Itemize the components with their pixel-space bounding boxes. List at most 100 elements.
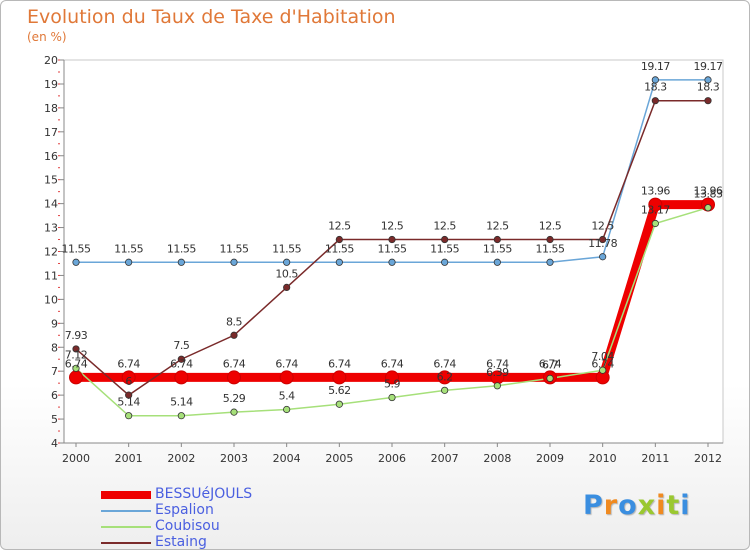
data-label: 11.55 — [430, 242, 459, 255]
data-label: 6.74 — [328, 357, 351, 370]
y-tick-label: 6 — [51, 389, 58, 402]
data-label: 11.55 — [536, 242, 565, 255]
data-point — [704, 204, 712, 212]
data-label: 11.55 — [167, 242, 196, 255]
data-label: 6.7 — [542, 358, 558, 371]
logo-letter: o — [618, 490, 638, 521]
data-point — [279, 370, 294, 385]
data-label: 13.96 — [641, 185, 670, 198]
data-point — [546, 374, 554, 382]
data-point — [72, 364, 80, 372]
legend-swatch — [101, 491, 151, 499]
data-point — [388, 393, 396, 402]
data-point — [651, 219, 659, 228]
data-label: 7.12 — [65, 348, 88, 361]
legend-swatch — [101, 542, 151, 544]
data-label: 13.83 — [694, 188, 723, 201]
data-label: 12.5 — [591, 220, 614, 233]
data-point — [704, 97, 712, 105]
data-label: 6.74 — [170, 357, 193, 370]
data-point — [72, 258, 80, 266]
data-label: 18.3 — [697, 81, 720, 94]
data-label: 7.04 — [591, 350, 614, 363]
x-tick-label: 2005 — [325, 452, 353, 465]
data-point — [177, 412, 185, 420]
data-point — [121, 370, 136, 385]
data-point — [230, 331, 238, 339]
data-point — [648, 197, 663, 212]
data-label: 7.93 — [65, 329, 88, 342]
data-label: 5.9 — [384, 378, 400, 391]
data-point — [599, 253, 607, 261]
legend-swatch — [101, 526, 151, 528]
data-label: 12.5 — [433, 220, 456, 233]
data-point — [125, 391, 133, 399]
data-label: 12.5 — [381, 220, 404, 233]
y-tick-label: 18 — [44, 102, 58, 115]
data-label: 11.55 — [114, 242, 143, 255]
data-point — [72, 345, 80, 353]
x-tick-label: 2003 — [220, 452, 248, 465]
data-label: 7.5 — [173, 339, 189, 352]
data-point — [388, 258, 396, 266]
x-tick-label: 2012 — [694, 452, 722, 465]
data-label: 5.62 — [328, 384, 351, 397]
data-point — [493, 235, 501, 244]
data-point — [69, 370, 83, 385]
data-label: 6.74 — [591, 357, 614, 370]
data-label: 10.5 — [275, 267, 298, 280]
data-label: 12.5 — [539, 220, 562, 233]
data-label: 5.29 — [223, 392, 246, 405]
data-point — [230, 408, 238, 416]
legend-label: Estaing — [155, 534, 207, 550]
data-label: 5.4 — [279, 389, 295, 402]
data-label: 11.78 — [588, 237, 617, 250]
data-point — [441, 386, 449, 394]
y-tick-label: 20 — [44, 54, 58, 67]
data-point — [441, 258, 449, 266]
logo-letter: r — [603, 490, 619, 521]
logo-letter: t — [666, 490, 681, 521]
data-label: 6.2 — [437, 370, 453, 383]
data-point — [651, 76, 659, 84]
data-label: 11.55 — [483, 242, 512, 255]
data-label: 6 — [125, 375, 132, 388]
logo-letter: i — [680, 490, 691, 521]
data-point — [388, 235, 396, 244]
y-tick-label: 16 — [44, 150, 58, 163]
y-tick-label: 12 — [44, 246, 58, 259]
data-point — [125, 258, 133, 266]
data-label: 12.5 — [328, 220, 351, 233]
data-label: 19.17 — [641, 60, 670, 73]
legend-label: Espalion — [155, 502, 214, 518]
x-tick-label: 2011 — [641, 452, 669, 465]
y-tick-label: 5 — [51, 413, 58, 426]
data-label: 6.74 — [381, 357, 404, 370]
data-label: 6.39 — [486, 366, 509, 379]
data-label: 6.74 — [223, 357, 246, 370]
data-label: 6.74 — [275, 357, 298, 370]
data-point — [332, 370, 347, 385]
data-point — [283, 283, 291, 292]
y-tick-label: 8 — [51, 341, 58, 354]
x-tick-label: 2010 — [589, 452, 617, 465]
data-point — [227, 370, 241, 385]
legend-label: BESSUéJOULS — [155, 486, 253, 502]
data-point — [335, 400, 343, 408]
x-tick-label: 2009 — [536, 452, 564, 465]
legend-label: Coubisou — [155, 518, 220, 534]
y-tick-label: 7 — [51, 365, 58, 378]
x-tick-label: 2001 — [115, 452, 143, 465]
y-tick-label: 10 — [44, 293, 58, 306]
y-tick-label: 14 — [44, 198, 58, 211]
legend-swatch — [101, 510, 151, 512]
data-label: 18.3 — [644, 81, 667, 94]
y-tick-label: 19 — [44, 78, 58, 91]
chart-unit-label: (en %) — [27, 30, 67, 44]
data-label: 12.5 — [486, 220, 509, 233]
data-point — [599, 366, 607, 374]
data-label: 6.74 — [486, 357, 509, 370]
data-label: 6.74 — [433, 357, 456, 370]
x-tick-label: 2004 — [273, 452, 301, 465]
